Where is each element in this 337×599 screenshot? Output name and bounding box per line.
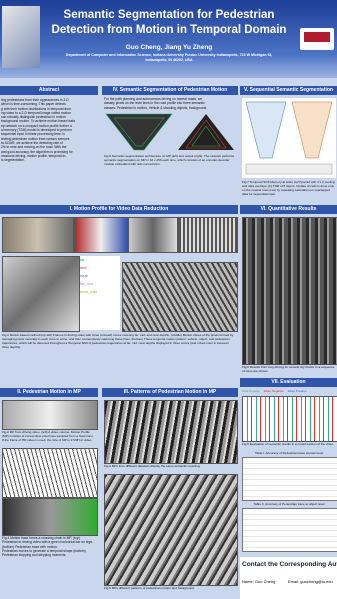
figure-caption: Fig.4 MPs from different datasets displa…: [104, 464, 201, 468]
contact-name: Name: Guo Cheng: [242, 579, 276, 584]
evaluation-chart: [242, 396, 337, 442]
figure: [176, 112, 236, 152]
legend-label: False Positive: [287, 389, 307, 393]
caption-line: Fig.4 Motion trace forms a crossing chai…: [2, 536, 80, 540]
table-title: Table I. Accuracy of Pedestrian trace at…: [254, 451, 324, 455]
body-line: classify pixels on the level lines in th…: [104, 101, 205, 106]
body-line: For the path planning and autonomous dri…: [104, 97, 203, 101]
contact-title: Contact the Corresponding Author: [242, 561, 337, 568]
abstract-body: ting pedestrians from their appearances …: [1, 98, 98, 198]
figure-caption: Fig.4 Motion trace forms a crossing chai…: [2, 536, 96, 598]
video-frame: [128, 217, 178, 253]
output-diagram: [178, 114, 234, 150]
body-line: al memory (TSM) model is developed to pe…: [1, 128, 72, 133]
figure: [242, 98, 336, 178]
body-line: ta ILDAR, we achieve the detecting rate …: [1, 140, 63, 145]
body-line: can robustly distinguish pedestrian in m…: [1, 115, 66, 120]
figure-caption: Fig.8 Evaluation of semantic results in …: [242, 442, 335, 446]
legend-label: near: [80, 273, 89, 278]
legend-label: mid: [80, 265, 87, 270]
section-header: Abstract: [0, 86, 98, 95]
body-line: 2% in near and moving-on the road. With …: [1, 145, 67, 150]
network-diagram: [105, 113, 173, 151]
body-line: ing video to a 2-D temporal image called…: [1, 110, 71, 115]
section-header: III. Patterns of Pedestrian Motion in MP: [102, 388, 238, 397]
body-line: tecting pedestrian motion from various s…: [1, 136, 70, 141]
figure-caption: Fig.1 Motion-based method (top-left) Fra…: [2, 333, 234, 349]
section-header: V. Sequential Semantic Segmentation: [240, 86, 337, 95]
legend-label: Total Positive: [242, 389, 260, 393]
logo-right: [300, 28, 334, 50]
body-line: ep network on a compact motion profile f…: [1, 123, 72, 128]
figure: [104, 400, 238, 464]
body-line: classes: Pedestrian in motion, Vehicle &…: [104, 105, 208, 110]
section-body: For the path planning and autonomous dri…: [104, 97, 236, 111]
caption-line: Pedestrian in driving video with a green…: [2, 540, 93, 545]
authors: Guo Cheng, Jiang Yu Zheng: [125, 44, 213, 51]
section-header: IV. Semantic Segmentation of Pedestrian …: [102, 86, 238, 95]
body-line: ting pedestrians from their appearances …: [1, 98, 69, 102]
body-line: and good accuracy, the algorithm is prom…: [1, 149, 73, 154]
figure-caption: Fig.2 MP from driving video. (left) A vi…: [2, 430, 94, 442]
contact-panel: [240, 557, 337, 599]
motion-profile: [2, 256, 80, 332]
caption-line: Pedestrian stopping and stepping moments…: [2, 553, 67, 558]
figure-caption: Fig.9 Results from long driving for seve…: [242, 365, 335, 373]
caption-line: Pedestrian moves to generate a temporal …: [2, 548, 86, 553]
section-header: I. Motion Profile for Video Data Reducti…: [0, 205, 238, 214]
section-header: VII. Evaluation: [240, 378, 337, 387]
section-header: II. Pedestrian Motion in MP: [0, 388, 98, 397]
video-frame: [74, 217, 128, 253]
legend: Total Positive False Negative False Positi…: [242, 389, 336, 395]
table: [242, 508, 337, 552]
video-volume: [2, 400, 98, 430]
motion-profile: [2, 448, 98, 498]
legend-label: far_mid: [80, 281, 94, 286]
legend: far mid near far_mid near_mid: [80, 256, 120, 330]
affiliation-line: Department of Computer and Information S…: [65, 53, 273, 57]
poster-title: Semantic Segmentation for Pedestrian Det…: [51, 9, 287, 36]
table: [242, 457, 337, 501]
results-figure: [242, 217, 337, 365]
legend-label: far: [80, 257, 85, 262]
legend-label: False Negative: [263, 389, 284, 393]
figure-caption: Fig.8 Semantic segmentation architecture…: [104, 154, 235, 166]
body-line: sequential input in linear processing ti…: [1, 132, 66, 137]
contact-email: Email: guocheng@iu.edu: [288, 579, 333, 584]
affiliation-line: Indianapolis, IN 46202, USA: [145, 58, 193, 62]
video-frame: [178, 217, 238, 253]
section-header: VI. Quantitative Results: [240, 205, 337, 214]
logo-left: [2, 6, 40, 68]
caption-line: (bottom) Pedestrian trace with motion.: [2, 544, 58, 549]
tsm-diagram: [245, 101, 333, 175]
header-band: [0, 0, 337, 78]
body-line: onomous driving, motion profile, tempora…: [1, 153, 67, 158]
video-frame: [2, 217, 74, 253]
body-line: ic segmentation.: [1, 158, 26, 163]
figure-caption: Fig.7 Temporal Shift Memory at sides (a)…: [242, 180, 335, 196]
body-line: g with their motion distributions in tem…: [1, 106, 72, 111]
figure: [104, 474, 238, 586]
motion-profile: [122, 262, 238, 332]
table-title: Table II. Accuracy of Pedestrian trace a…: [253, 502, 325, 506]
pedestrian-trace: [2, 498, 98, 536]
figure: [104, 112, 174, 152]
affiliation: Department of Computer and Information S…: [40, 53, 298, 63]
body-line: which is time-consuming. This paper dete…: [1, 102, 66, 107]
legend-label: near_mid: [80, 289, 97, 294]
figure-caption: Fig.5 MPs different patterns of pedestri…: [104, 586, 195, 590]
body-line: background motion. To achieve motion-bas…: [1, 119, 75, 124]
